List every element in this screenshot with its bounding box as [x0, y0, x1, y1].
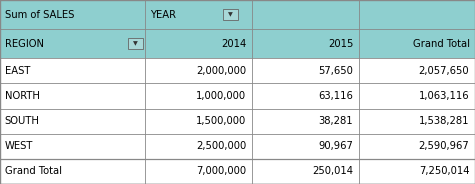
Text: ▼: ▼ — [228, 12, 233, 17]
Bar — [359, 58, 475, 83]
Bar — [0, 109, 145, 134]
Bar — [223, 9, 238, 20]
Bar — [359, 29, 475, 58]
Text: 250,014: 250,014 — [312, 167, 353, 176]
Bar — [252, 109, 359, 134]
Text: 38,281: 38,281 — [318, 116, 353, 126]
Bar — [0, 83, 145, 109]
Bar — [145, 134, 252, 159]
Text: 90,967: 90,967 — [318, 141, 353, 151]
Bar — [0, 159, 145, 184]
Bar — [359, 109, 475, 134]
Text: WEST: WEST — [5, 141, 33, 151]
Text: 2,500,000: 2,500,000 — [196, 141, 246, 151]
Bar — [145, 159, 252, 184]
Text: ▼: ▼ — [133, 41, 138, 46]
Text: 57,650: 57,650 — [318, 66, 353, 76]
Text: 1,000,000: 1,000,000 — [196, 91, 246, 101]
Bar — [145, 109, 252, 134]
Bar — [145, 0, 475, 29]
Text: Grand Total: Grand Total — [413, 39, 470, 49]
Bar — [252, 29, 359, 58]
Bar — [0, 134, 145, 159]
Bar — [252, 134, 359, 159]
Text: NORTH: NORTH — [5, 91, 39, 101]
Text: 63,116: 63,116 — [318, 91, 353, 101]
Text: EAST: EAST — [5, 66, 30, 76]
Text: Sum of SALES: Sum of SALES — [5, 10, 74, 20]
Bar — [128, 38, 142, 49]
Text: 1,500,000: 1,500,000 — [196, 116, 246, 126]
Text: REGION: REGION — [5, 39, 44, 49]
Bar — [0, 58, 145, 83]
Bar — [359, 134, 475, 159]
Text: 2014: 2014 — [222, 39, 247, 49]
Text: 7,250,014: 7,250,014 — [419, 167, 469, 176]
Text: 1,063,116: 1,063,116 — [418, 91, 469, 101]
Text: 1,538,281: 1,538,281 — [419, 116, 469, 126]
Bar — [252, 58, 359, 83]
Text: 2,000,000: 2,000,000 — [196, 66, 246, 76]
Bar — [252, 159, 359, 184]
Text: SOUTH: SOUTH — [5, 116, 39, 126]
Bar — [0, 0, 145, 29]
Bar — [359, 159, 475, 184]
Bar — [145, 83, 252, 109]
Bar — [359, 83, 475, 109]
Text: 7,000,000: 7,000,000 — [196, 167, 246, 176]
Bar — [145, 29, 252, 58]
Text: YEAR: YEAR — [150, 10, 176, 20]
Text: Grand Total: Grand Total — [5, 167, 62, 176]
Bar — [252, 83, 359, 109]
Text: 2015: 2015 — [329, 39, 354, 49]
Bar — [145, 58, 252, 83]
Bar — [0, 29, 145, 58]
Text: 2,057,650: 2,057,650 — [418, 66, 469, 76]
Text: 2,590,967: 2,590,967 — [418, 141, 469, 151]
